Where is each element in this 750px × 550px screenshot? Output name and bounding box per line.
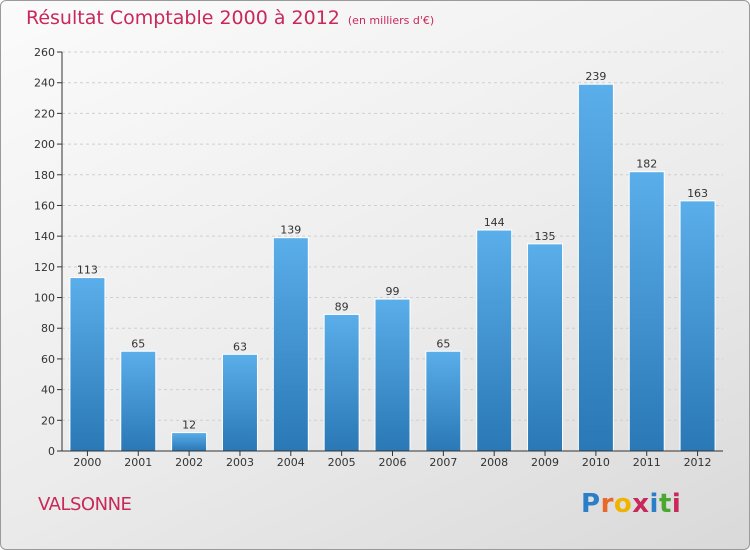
y-tick-label: 260 xyxy=(34,46,55,59)
bar-2012 xyxy=(679,200,716,452)
x-tick-label-2001: 2001 xyxy=(124,456,152,469)
bar-2007 xyxy=(425,350,462,452)
y-tick-label: 200 xyxy=(34,138,55,151)
y-tick-label: 0 xyxy=(48,445,55,458)
logo-letter: o xyxy=(613,489,633,519)
value-label-2004: 139 xyxy=(280,224,301,237)
x-tick-label-2005: 2005 xyxy=(328,456,356,469)
x-tick-label-2007: 2007 xyxy=(429,456,457,469)
commune-name: VALSONNE xyxy=(38,494,132,515)
value-label-2002: 12 xyxy=(182,419,196,432)
bar-2001 xyxy=(120,350,157,452)
x-tick-label-2006: 2006 xyxy=(379,456,407,469)
chart-title-text: Résultat Comptable 2000 à 2012 xyxy=(26,7,340,29)
x-tick-label-2008: 2008 xyxy=(480,456,508,469)
proxiti-logo: Proxiti xyxy=(581,489,681,519)
x-tick-label-2002: 2002 xyxy=(175,456,203,469)
chart-unit-note: (en milliers d'€) xyxy=(347,14,435,27)
bar-2003 xyxy=(221,353,258,452)
logo-letter: x xyxy=(632,489,650,519)
axes: 0 20 40 60 80 100 120 140 160 180 200 220 240 260 2000… xyxy=(34,46,723,469)
value-label-2007: 65 xyxy=(436,337,450,350)
bars: 113 65 12 63 139 89 99 65 144 135 239 182 163 xyxy=(69,70,716,452)
x-tick-label-2012: 2012 xyxy=(684,456,712,469)
value-label-2012: 163 xyxy=(687,187,708,200)
x-tick-label-2000: 2000 xyxy=(73,456,101,469)
y-tick-label: 120 xyxy=(34,261,55,274)
bar-2002 xyxy=(171,432,208,452)
bar-2000 xyxy=(69,277,106,452)
bar-2009 xyxy=(527,243,564,452)
bar-2008 xyxy=(476,229,513,452)
logo-letter: P xyxy=(581,489,601,519)
y-tick-label: 80 xyxy=(41,322,55,335)
value-label-2011: 182 xyxy=(636,158,657,171)
value-label-2008: 144 xyxy=(484,216,505,229)
y-tick-label: 220 xyxy=(34,107,55,120)
bar-2011 xyxy=(628,171,665,452)
y-tick-label: 140 xyxy=(34,230,55,243)
logo-letter: i xyxy=(671,489,682,519)
logo-letter: r xyxy=(600,489,614,519)
logo-letter: i xyxy=(649,489,659,519)
x-tick-label-2004: 2004 xyxy=(277,456,305,469)
value-label-2006: 99 xyxy=(386,285,400,298)
value-label-2003: 63 xyxy=(233,340,247,353)
value-label-2001: 65 xyxy=(131,337,145,350)
x-tick-label-2003: 2003 xyxy=(226,456,254,469)
value-label-2005: 89 xyxy=(335,300,349,313)
y-tick-label: 100 xyxy=(34,292,55,305)
y-tick-label: 180 xyxy=(34,169,55,182)
y-tick-label: 60 xyxy=(41,353,55,366)
bar-2004 xyxy=(272,237,309,452)
value-label-2010: 239 xyxy=(585,70,606,83)
y-tick-label: 40 xyxy=(41,384,55,397)
x-tick-label-2010: 2010 xyxy=(582,456,610,469)
logo-letter: t xyxy=(658,489,672,519)
x-tick-label-2009: 2009 xyxy=(531,456,559,469)
bar-2010 xyxy=(577,83,614,452)
value-label-2000: 113 xyxy=(77,264,98,277)
bar-2006 xyxy=(374,298,411,452)
value-label-2009: 135 xyxy=(535,230,556,243)
x-tick-label-2011: 2011 xyxy=(633,456,661,469)
y-tick-label: 160 xyxy=(34,199,55,212)
y-tick-label: 240 xyxy=(34,77,55,90)
chart-title: Résultat Comptable 2000 à 2012 (en millie… xyxy=(26,7,434,29)
bar-2005 xyxy=(323,313,360,452)
y-tick-label: 20 xyxy=(41,414,55,427)
